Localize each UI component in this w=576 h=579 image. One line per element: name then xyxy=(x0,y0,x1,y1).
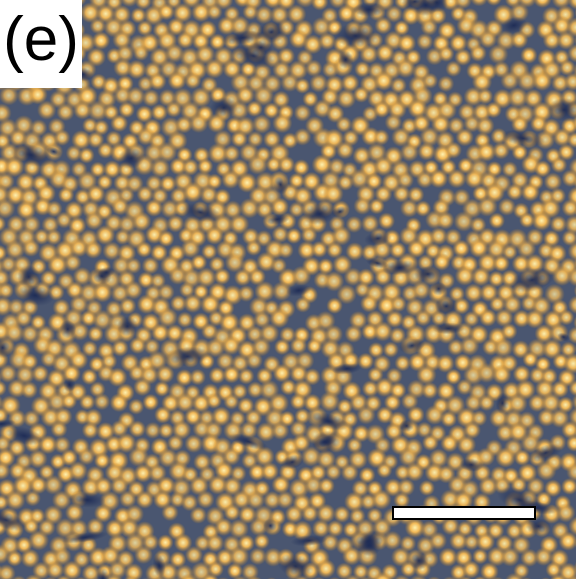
panel-label: (e) xyxy=(0,4,82,76)
panel-label-box: (e) xyxy=(0,0,82,88)
scale-bar xyxy=(392,506,536,520)
